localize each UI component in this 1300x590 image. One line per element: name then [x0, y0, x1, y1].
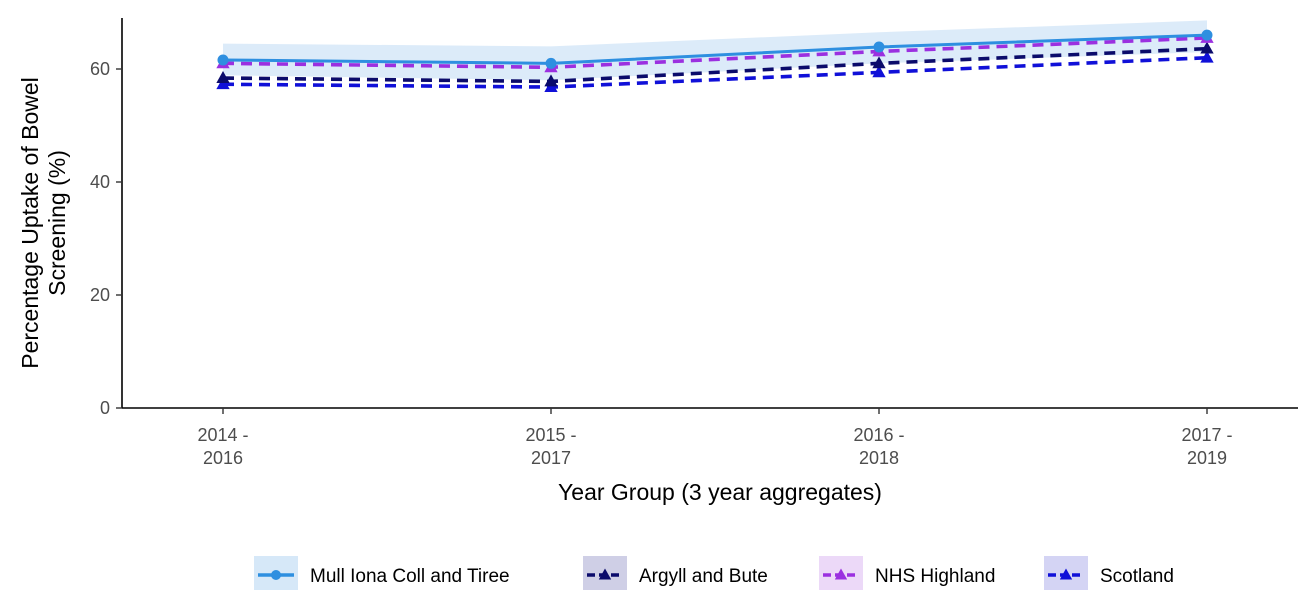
y-tick-label: 60 — [90, 59, 110, 79]
legend-key-marker-mull-iona-coll-and-tiree — [271, 570, 281, 580]
confidence-band-mull-iona — [223, 20, 1207, 81]
y-axis-title: Percentage Uptake of Bowel Screening (%) — [17, 77, 70, 369]
legend-key-marker-nhs-highland — [834, 568, 848, 580]
data-point-argyll-and-bute — [872, 56, 886, 69]
series-line-nhs-highland — [222, 36, 1208, 70]
data-point-scotland — [216, 77, 230, 90]
x-tick-label-line1: 2015 - — [525, 425, 576, 445]
data-point-mull-iona-coll-and-tiree — [545, 57, 557, 69]
legend-label-nhs-highland: NHS Highland — [875, 566, 995, 587]
data-point-mull-iona-coll-and-tiree — [873, 41, 885, 53]
data-point-scotland — [1200, 50, 1214, 63]
y-axis-title-line: Screening (%) — [44, 150, 70, 296]
series-line-scotland — [222, 55, 1208, 89]
y-tick-label: 20 — [90, 285, 110, 305]
legend-label-mull-iona-coll-and-tiree: Mull Iona Coll and Tiree — [310, 566, 510, 587]
x-tick-label-line1: 2016 - — [853, 425, 904, 445]
data-point-argyll-and-bute — [216, 71, 230, 83]
series-line-mull-iona-coll-and-tiree — [222, 33, 1208, 65]
x-tick-label-line2: 2018 — [859, 448, 899, 468]
data-point-mull-iona-coll-and-tiree — [217, 54, 229, 66]
x-axis-title: Year Group (3 year aggregates) — [558, 479, 882, 505]
x-tick-label-line2: 2019 — [1187, 448, 1227, 468]
data-point-argyll-and-bute — [1200, 41, 1214, 54]
series-line-argyll-and-bute — [222, 46, 1208, 84]
x-tick-label-line1: 2014 - — [197, 425, 248, 445]
y-axis-title-line: Percentage Uptake of Bowel — [17, 77, 43, 369]
legend-key-marker-scotland — [1059, 568, 1073, 580]
data-point-argyll-and-bute — [544, 74, 558, 87]
data-point-scotland — [872, 65, 886, 78]
x-tick-label-line2: 2017 — [531, 448, 571, 468]
legend-key-marker-argyll-and-bute — [598, 568, 612, 580]
y-tick-label: 40 — [90, 172, 110, 192]
x-tick-label-line2: 2016 — [203, 448, 243, 468]
legend-label-scotland: Scotland — [1100, 566, 1174, 587]
legend-label-argyll-and-bute: Argyll and Bute — [639, 566, 768, 587]
y-tick-label: 0 — [100, 398, 110, 418]
x-tick-label-line1: 2017 - — [1181, 425, 1232, 445]
data-point-mull-iona-coll-and-tiree — [1201, 29, 1213, 41]
